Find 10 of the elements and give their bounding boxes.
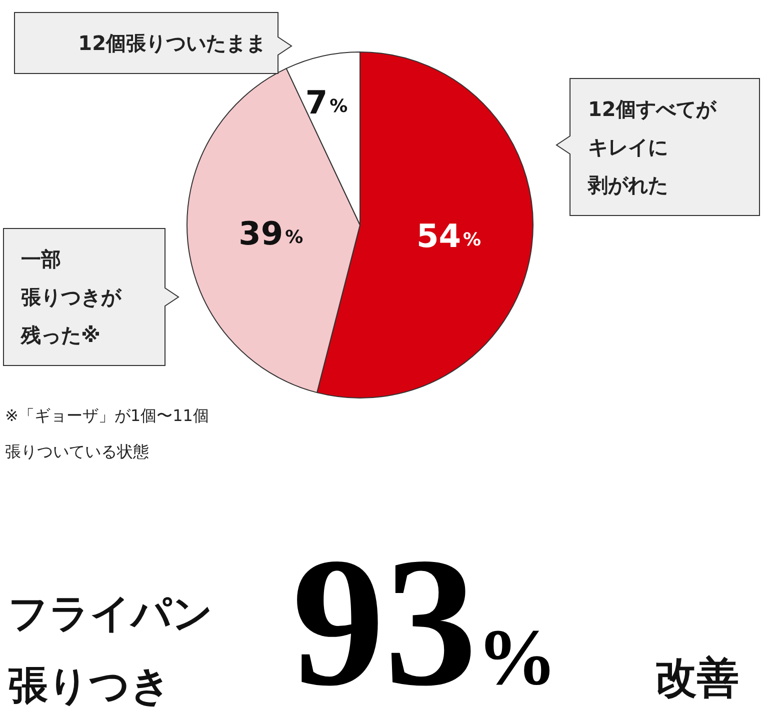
- text: ※「ギョーザ」が1個〜11個張りついている状態: [5, 405, 209, 463]
- text: 改善: [655, 652, 739, 704]
- data-label: 54%: [416, 217, 482, 256]
- text: フライパン張りつき: [8, 590, 213, 711]
- slice-label: 一部張りつきが残った※: [21, 246, 121, 349]
- data-label: 39%: [238, 214, 304, 252]
- text: 93%: [292, 520, 557, 723]
- data-label: 7%: [305, 84, 348, 122]
- slice-label: 12個張りついたまま: [78, 30, 266, 57]
- slice-label: 12個すべてがキレイに剥がれた: [588, 96, 716, 199]
